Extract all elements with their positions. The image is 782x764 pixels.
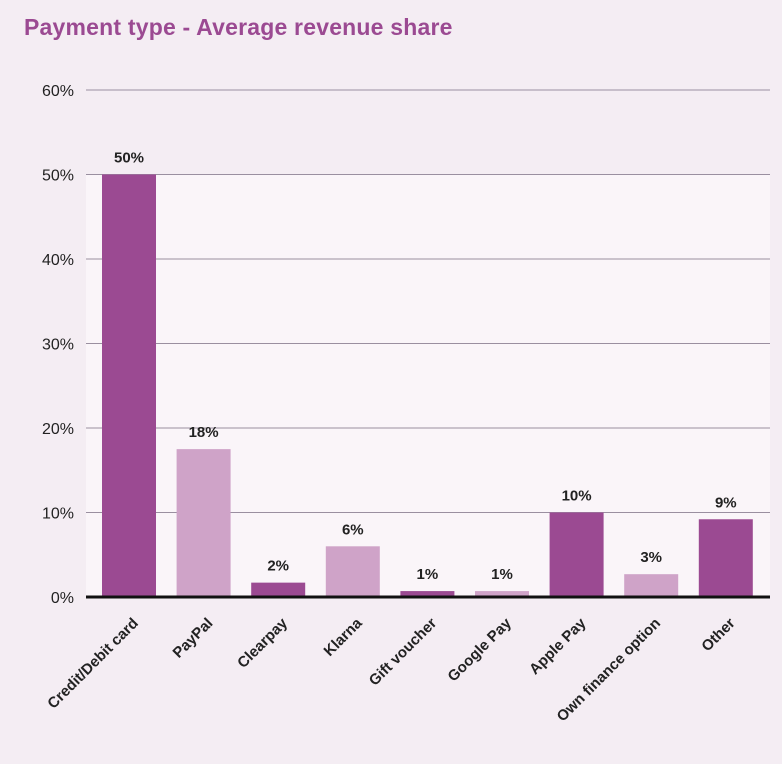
bar	[549, 512, 604, 597]
y-tick-labels: 0% 10% 20% 30% 40% 50% 60%	[42, 83, 74, 607]
data-label: 10%	[562, 488, 592, 505]
chart-title: Payment type - Average revenue share	[24, 14, 453, 40]
y-tick-label: 10%	[42, 506, 74, 523]
y-tick-label: 40%	[42, 252, 74, 269]
bars	[102, 174, 753, 597]
category-label: Other	[698, 615, 738, 655]
bar	[624, 574, 679, 597]
category-labels: Credit/Debit card PayPal Clearpay Klarna Gif…	[44, 614, 738, 725]
data-label: 1%	[491, 566, 513, 583]
bar	[176, 449, 231, 597]
data-label: 9%	[715, 494, 737, 511]
category-label: Google Pay	[444, 614, 515, 685]
data-label: 6%	[342, 521, 364, 538]
category-label: PayPal	[170, 615, 217, 662]
bar	[698, 519, 753, 597]
bar	[475, 591, 529, 597]
bar	[102, 174, 156, 597]
category-label: Gift voucher	[366, 615, 441, 690]
data-labels: 50% 18% 2% 6% 1% 1% 10% 3% 9%	[114, 150, 737, 584]
category-label: Clearpay	[234, 614, 291, 671]
data-label: 2%	[267, 558, 289, 575]
data-label: 18%	[189, 424, 219, 441]
category-label: Klarna	[321, 614, 366, 659]
y-tick-label: 0%	[51, 590, 74, 607]
bar	[325, 546, 380, 597]
bar	[400, 591, 455, 597]
category-label: Credit/Debit card	[44, 615, 141, 712]
data-label: 3%	[640, 549, 662, 566]
y-tick-label: 50%	[42, 168, 74, 185]
bar	[251, 582, 306, 597]
y-tick-label: 30%	[42, 337, 74, 354]
y-tick-label: 60%	[42, 83, 74, 100]
data-label: 50%	[114, 150, 144, 167]
category-label: Apple Pay	[526, 614, 590, 678]
y-tick-label: 20%	[42, 421, 74, 438]
data-label: 1%	[417, 566, 439, 583]
